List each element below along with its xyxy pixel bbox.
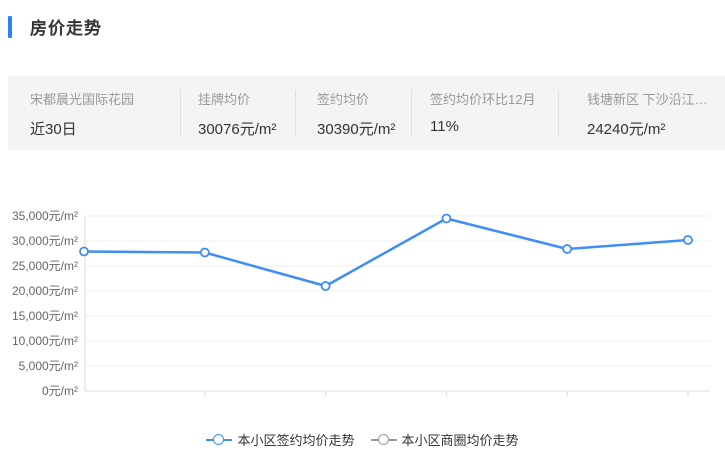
stat-listing-avg-price: 挂牌均价 30076元/m²	[180, 76, 295, 150]
legend-item-district-price-trend[interactable]: 本小区商圈均价走势	[370, 430, 519, 449]
title-accent-bar	[8, 15, 12, 38]
svg-text:5,000元/m²: 5,000元/m²	[19, 359, 78, 373]
svg-text:25,000元/m²: 25,000元/m²	[12, 259, 78, 273]
stat-community-period: 宋都晨光国际花园 近30日	[8, 76, 180, 150]
svg-text:0元/m²: 0元/m²	[42, 384, 78, 398]
stat-district-avg-price: 钱塘新区 下沙沿江… 24240元/m²	[558, 76, 725, 150]
page-title: 房价走势	[30, 19, 102, 38]
svg-text:20,000元/m²: 20,000元/m²	[12, 284, 78, 298]
stat-signed-avg-price: 签约均价 30390元/m²	[295, 76, 411, 150]
stats-bar: 宋都晨光国际花园 近30日 挂牌均价 30076元/m² 签约均价 30390元…	[8, 76, 725, 150]
stat-value: 30390元/m²	[317, 121, 396, 138]
stat-value: 11%	[430, 118, 459, 135]
legend-item-signed-price-trend[interactable]: 本小区签约均价走势	[206, 430, 355, 449]
legend-label: 本小区商圈均价走势	[401, 433, 519, 448]
svg-text:15,000元/m²: 15,000元/m²	[12, 309, 78, 323]
svg-text:35,000元/m²: 35,000元/m²	[12, 209, 78, 223]
stat-value: 30076元/m²	[198, 121, 277, 138]
svg-text:30,000元/m²: 30,000元/m²	[12, 234, 78, 248]
line-circle-marker-icon	[370, 433, 397, 446]
stat-value: 24240元/m²	[587, 121, 666, 138]
section-header: 房价走势	[8, 14, 102, 39]
legend-label: 本小区签约均价走势	[237, 433, 355, 448]
price-trend-line-chart[interactable]: 0元/m² 5,000元/m² 10,000元/m² 15,000元/m² 20,000…	[0, 0, 725, 410]
svg-text:10,000元/m²: 10,000元/m²	[12, 334, 78, 348]
line-circle-marker-icon	[206, 433, 233, 446]
stat-value: 近30日	[30, 121, 77, 138]
stat-month-over-month: 签约均价环比12月 11%	[411, 76, 558, 150]
chart-legend: 本小区签约均价走势 本小区商圈均价走势	[0, 430, 725, 449]
